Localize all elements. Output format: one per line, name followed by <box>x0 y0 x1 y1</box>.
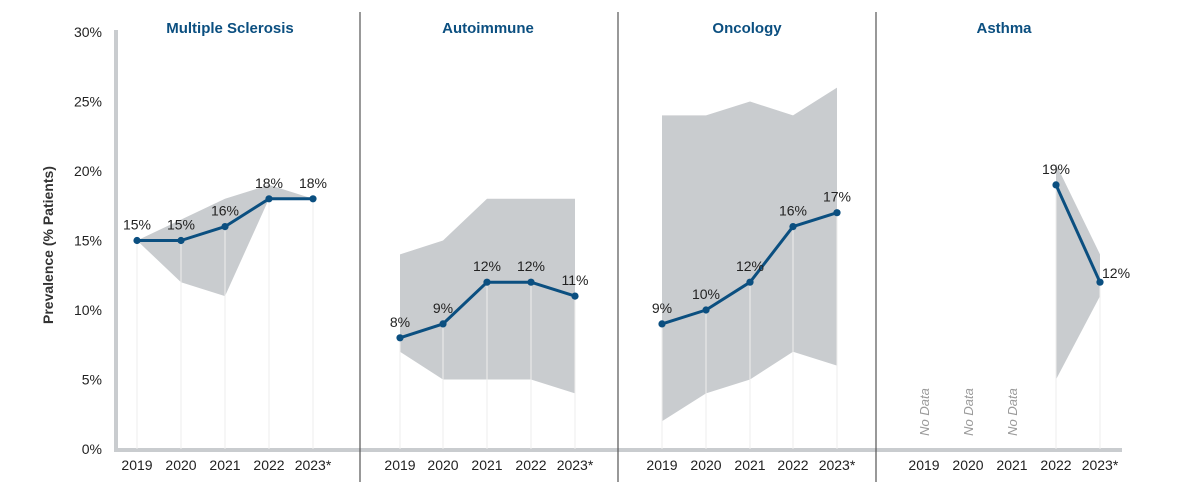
range-band <box>1056 164 1100 380</box>
x-tick-label: 2020 <box>427 457 458 473</box>
y-tick-label: 10% <box>74 302 102 318</box>
x-tick-label: 2019 <box>384 457 415 473</box>
x-tick-label: 2020 <box>165 457 196 473</box>
data-point <box>221 223 229 231</box>
x-tick-label: 2021 <box>209 457 240 473</box>
data-label: 18% <box>255 175 283 191</box>
data-label: 12% <box>1102 265 1130 281</box>
data-label: 18% <box>299 175 327 191</box>
x-tick-label: 2022 <box>515 457 546 473</box>
x-tick-label: 2020 <box>690 457 721 473</box>
data-point <box>483 278 491 286</box>
no-data-label: No Data <box>1005 388 1020 436</box>
panel-autoimmune: Autoimmune 8% 9% 12% 12% 11% 2019 2020 2021 2022 2… <box>384 20 593 473</box>
data-point <box>1052 181 1060 189</box>
y-tick-label: 15% <box>74 233 102 249</box>
data-label: 15% <box>167 217 195 233</box>
x-tick-label: 2019 <box>646 457 677 473</box>
data-point <box>439 320 447 328</box>
panels-layer: Multiple Sclerosis 15% 15% 16% 18% 18% 2019 202… <box>121 20 1130 473</box>
data-point <box>527 278 535 286</box>
data-point <box>658 320 666 328</box>
panel-asthma: Asthma No Data No Data No Data 19% 12% 2019 202… <box>908 20 1130 473</box>
x-tick-label: 2020 <box>952 457 983 473</box>
panel-title: Multiple Sclerosis <box>166 20 294 37</box>
y-tick-label: 5% <box>82 372 102 388</box>
no-data-label: No Data <box>961 388 976 436</box>
x-tick-label: 2019 <box>908 457 939 473</box>
data-label: 9% <box>433 300 453 316</box>
data-label: 8% <box>390 314 410 330</box>
data-label: 12% <box>736 258 764 274</box>
y-tick-label: 25% <box>74 94 102 110</box>
x-tick-label: 2023* <box>295 457 332 473</box>
data-label: 19% <box>1042 161 1070 177</box>
y-tick-label: 30% <box>74 24 102 40</box>
data-point <box>133 236 141 245</box>
y-tick-label: 20% <box>74 163 102 179</box>
data-point <box>309 195 317 203</box>
x-tick-label: 2023* <box>819 457 856 473</box>
panel-title: Asthma <box>976 20 1032 37</box>
data-label: 17% <box>823 189 851 205</box>
data-point <box>1096 278 1104 286</box>
y-axis-label: Prevalence (% Patients) <box>40 166 56 324</box>
x-tick-label: 2019 <box>121 457 152 473</box>
data-label: 12% <box>473 258 501 274</box>
no-data-label: No Data <box>917 388 932 436</box>
series-line <box>1054 184 1102 283</box>
data-label: 12% <box>517 258 545 274</box>
data-label: 9% <box>652 300 672 316</box>
data-point <box>746 278 754 286</box>
data-point <box>833 209 841 217</box>
x-tick-label: 2023* <box>1082 457 1119 473</box>
data-label: 10% <box>692 286 720 302</box>
panel-oncology: Oncology 9% 10% 12% 16% 17% 2019 2020 2021 2022 20… <box>646 20 855 473</box>
x-tick-label: 2022 <box>1040 457 1071 473</box>
data-point <box>702 306 710 314</box>
x-tick-label: 2022 <box>253 457 284 473</box>
data-point <box>396 334 404 342</box>
data-point <box>265 195 273 203</box>
data-point <box>177 236 185 245</box>
x-tick-label: 2021 <box>734 457 765 473</box>
data-point <box>789 223 797 231</box>
data-label: 11% <box>562 272 589 288</box>
x-tick-label: 2021 <box>471 457 502 473</box>
data-label: 15% <box>123 217 151 233</box>
y-tick-label: 0% <box>82 441 102 457</box>
panel-title: Oncology <box>712 20 782 37</box>
panel-multiple-sclerosis: Multiple Sclerosis 15% 15% 16% 18% 18% 2019 202… <box>121 20 331 473</box>
data-label: 16% <box>779 203 807 219</box>
x-tick-label: 2021 <box>996 457 1027 473</box>
x-tick-label: 2022 <box>777 457 808 473</box>
data-label: 16% <box>211 203 239 219</box>
axis-layer: 0% 5% 10% 15% 20% 25% 30% <box>74 12 1122 482</box>
panel-title: Autoimmune <box>442 20 534 37</box>
data-point <box>571 292 579 300</box>
x-tick-label: 2023* <box>557 457 594 473</box>
